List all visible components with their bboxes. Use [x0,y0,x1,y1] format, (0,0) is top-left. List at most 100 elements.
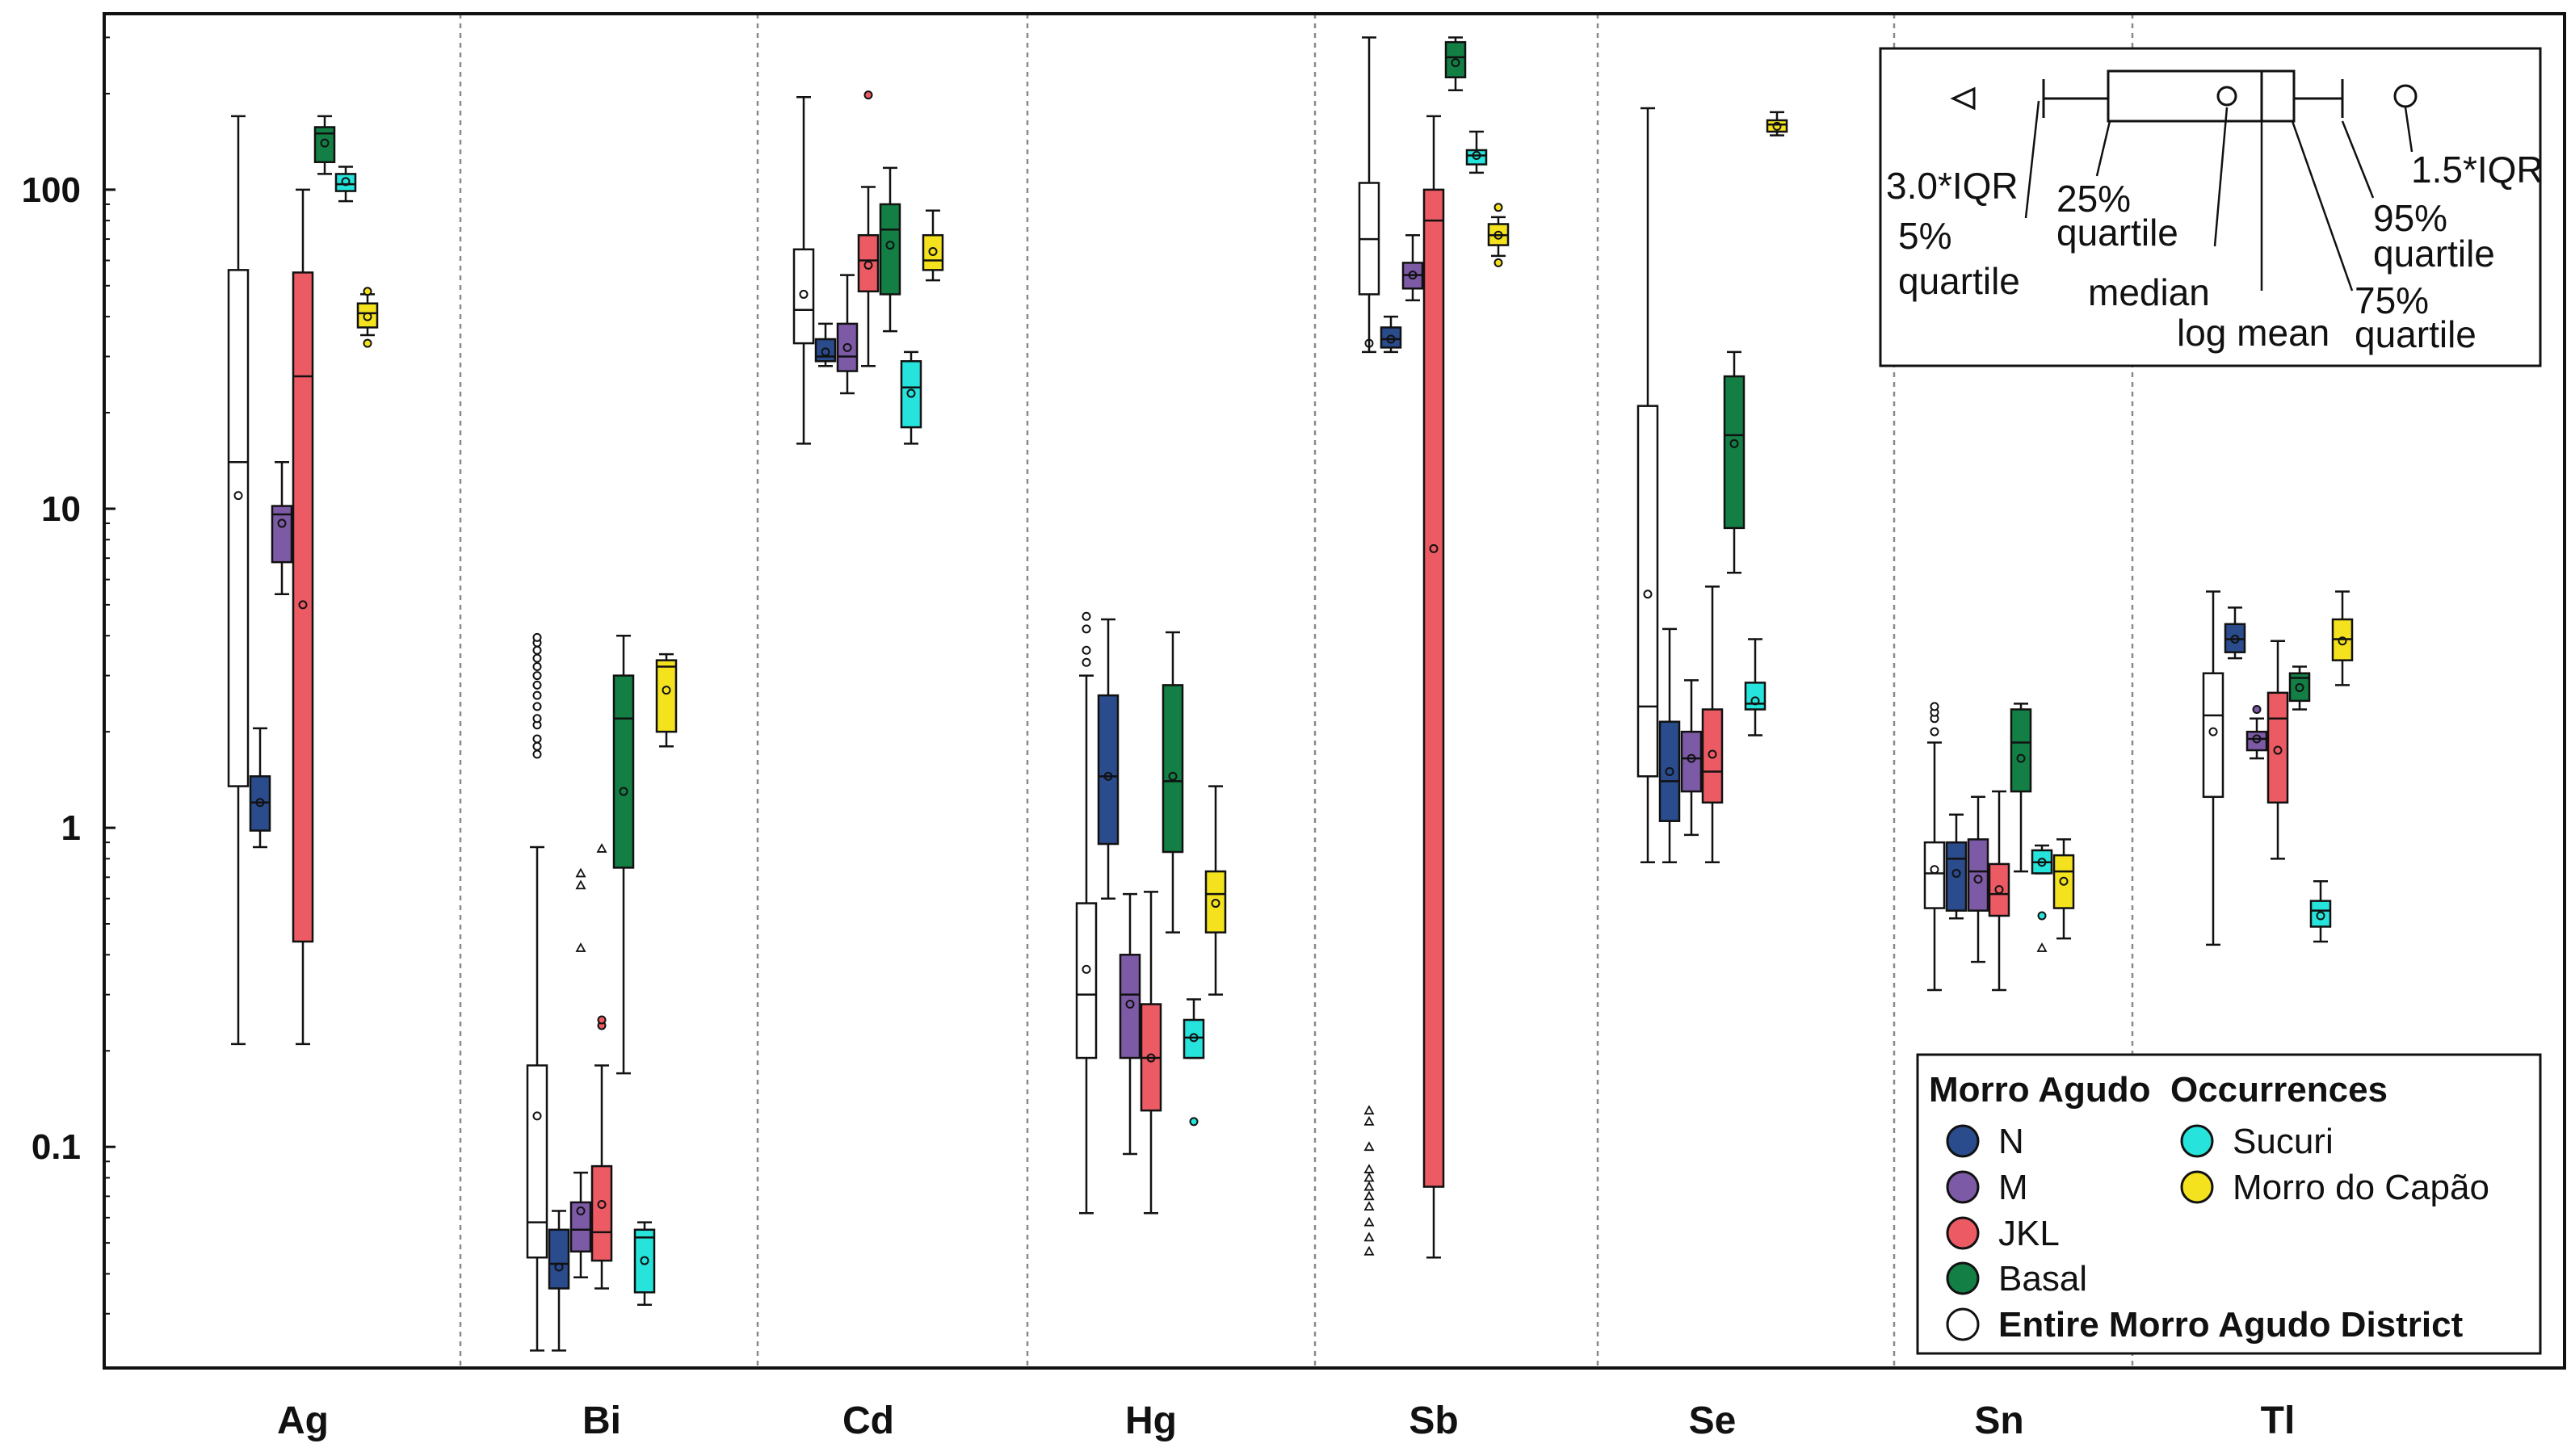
iqr-box [1380,326,1402,349]
iqr-box [590,1164,613,1262]
iqr-box [1723,375,1746,530]
outlier-point [597,1015,607,1025]
box-Sn-JKL [1988,790,2010,992]
log-mean-marker [277,518,287,528]
log-mean-marker [2059,876,2069,886]
box-Ag-JKL [292,188,314,1046]
log-mean-marker [1451,58,1460,68]
outlier-point [1189,1117,1199,1127]
key-label-5pct-quartile: quartile [1898,260,2020,302]
log-mean-marker [532,1111,542,1121]
log-mean-marker [1408,271,1418,280]
box-Se-E [1636,107,1659,863]
box-Sn-E [1923,702,1946,992]
extreme-outlier-point [1363,1190,1375,1201]
box-Cd-M [836,274,859,395]
log-mean-marker [2016,753,2026,763]
iqr-box [633,1228,656,1294]
log-mean-marker [1951,868,1961,878]
outlier-point [532,661,542,671]
box-Sb-Basal [1444,36,1467,91]
extreme-outlier-point [575,942,586,952]
outlier-point [2037,911,2047,921]
legend-label-JKL: JKL [1998,1214,2060,1253]
iqr-box [526,1064,548,1259]
x-tick-label: Sb [1409,1399,1458,1442]
log-mean-marker [554,1262,564,1272]
box-Ag-M [271,460,293,595]
x-tick-label: Se [1689,1399,1737,1442]
box-Se-M [1680,679,1703,837]
log-mean-marker [1643,590,1653,599]
iqr-box [356,302,379,329]
log-mean-marker [1493,230,1503,240]
key-label-3iqr: 3.0*IQR [1886,165,2019,207]
log-mean-marker [1973,875,1983,884]
iqr-box [2224,623,2246,653]
iqr-box [612,674,635,869]
key-leader [2213,107,2229,247]
iqr-box [569,1201,592,1252]
outlier-point [363,338,372,348]
box-Ag-Sucuri [334,166,357,203]
key-label-75pct-quartile: quartile [2355,313,2476,355]
outlier-point [532,671,542,681]
y-tick-label: 10 [41,489,81,529]
key-leader [2341,120,2375,199]
legend-label-Sucuri: Sucuri [2233,1122,2334,1161]
outlier-point [532,632,542,642]
legend-swatch-Basal [1946,1261,1980,1295]
iqr-box [1097,694,1120,845]
outlier-point [1082,611,1091,621]
legend: Morro Agudo Occurrences NM JKL Basal Entire… [1916,1053,2542,1355]
box-Bi-E [526,632,548,1352]
box-Tl-N [2224,606,2246,660]
outlier-point [532,690,542,700]
iqr-box [334,173,357,192]
legend-title: Morro Agudo Occurrences [1929,1070,2388,1110]
x-tick-label: Cd [842,1399,894,1442]
outlier-point [2252,704,2262,714]
y-tick-label: 100 [22,170,81,210]
legend-swatch-N [1946,1124,1980,1158]
key-box-example [2107,69,2296,123]
key-label-25pct-quartile: quartile [2056,212,2178,254]
extreme-outlier-point [1363,1116,1375,1126]
log-mean-marker [233,491,243,501]
extreme-outlier-point [1363,1172,1375,1182]
iqr-box [2245,730,2268,752]
plot-frame [103,12,2566,1370]
iqr-box [313,126,336,163]
box-Hg-N [1097,618,1120,900]
log-mean-marker [1729,438,1739,448]
box-Ag-Capao [356,287,379,348]
outlier-point [1493,258,1503,267]
outlier-point [532,734,542,744]
iqr-box [1988,862,2010,917]
extreme-outlier-point [1363,1232,1375,1242]
iqr-box [1658,720,1681,822]
box-Hg-Sucuri [1183,998,1205,1127]
key-leader [2024,100,2040,219]
key-label-25pct: 25% [2056,178,2131,220]
box-Se-N [1658,627,1681,863]
log-mean-marker [1103,771,1113,781]
box-Sn-Basal [2010,703,2032,873]
key-label-log-mean: log mean [2177,312,2329,354]
box-Tl-Sucuri [2309,880,2332,943]
key-1-5iqr-marker [2393,84,2418,108]
iqr-box [1701,708,1724,804]
outlier-point [532,645,542,655]
box-Cd-Capao [922,209,944,282]
log-mean-marker [2037,858,2047,867]
extreme-outlier-point [1363,1245,1375,1256]
box-Se-JKL [1701,585,1724,863]
log-mean-marker [2316,911,2325,921]
log-mean-marker [1665,767,1674,777]
iqr-box [2309,900,2332,928]
box-Se-Basal [1723,350,1746,574]
outlier-point [1082,657,1091,667]
box-Sb-E [1358,36,1380,1256]
extreme-outlier-point [1363,1164,1375,1173]
